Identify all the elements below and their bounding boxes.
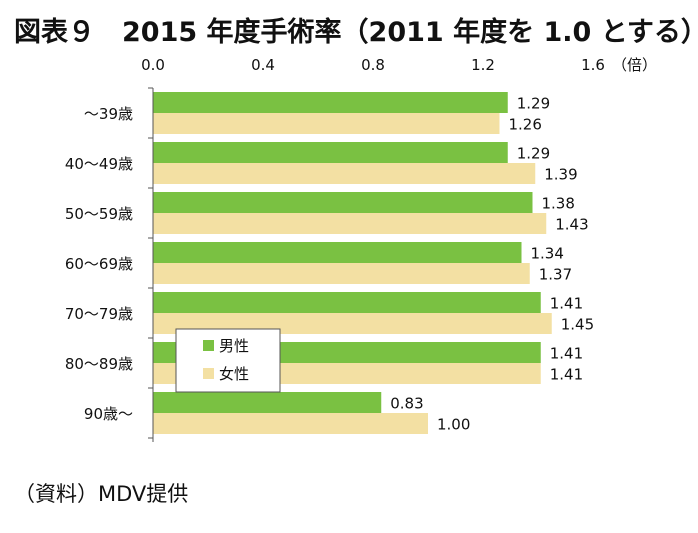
category-label: 70～79歳: [65, 305, 133, 323]
x-axis-unit-label: （倍）: [612, 56, 657, 74]
bars: 1.29 1.26 1.29 1.39 1.38 1.43 1.34 1.37 1.41 1.45…: [153, 92, 594, 434]
axis-line: [148, 87, 154, 442]
legend-swatch-male: [203, 340, 214, 351]
data-label: 1.26: [509, 116, 542, 134]
bar-male: [153, 142, 508, 163]
category-label: 40～49歳: [65, 155, 133, 173]
data-label: 1.41: [550, 366, 583, 384]
data-label: 1.39: [544, 166, 577, 184]
category-label: 80～89歳: [65, 355, 133, 373]
data-label: 1.29: [517, 95, 550, 113]
category-label: 90歳～: [84, 405, 133, 423]
category-labels: ～39歳 40～49歳 50～59歳 60～69歳 70～79歳 80～89歳 90歳～: [65, 105, 133, 423]
x-tick-label: 1.6: [581, 56, 605, 74]
bar-female: [153, 113, 500, 134]
x-tick-label: 1.2: [471, 56, 495, 74]
category-label: 50～59歳: [65, 205, 133, 223]
bar-female: [153, 213, 547, 234]
data-label: 1.29: [517, 145, 550, 163]
x-axis-ticks: 0.0 0.4 0.8 1.2 1.6: [141, 56, 605, 74]
legend-swatch-female: [203, 368, 214, 379]
data-label: 1.00: [437, 416, 470, 434]
legend-label: 男性: [219, 337, 249, 355]
bar-male: [153, 192, 533, 213]
bar-male: [153, 392, 382, 413]
x-tick-label: 0.4: [251, 56, 275, 74]
source-note: （資料）MDV提供: [14, 482, 189, 506]
data-label: 1.34: [531, 245, 564, 263]
category-label: 60～69歳: [65, 255, 133, 273]
data-label: 1.37: [539, 266, 572, 284]
x-tick-label: 0.0: [141, 56, 165, 74]
data-label: 1.41: [550, 345, 583, 363]
bar-female: [153, 263, 530, 284]
data-label: 1.43: [555, 216, 588, 234]
legend-box: [175, 328, 281, 393]
bar-male: [153, 292, 541, 313]
bar-female: [153, 163, 536, 184]
data-label: 1.38: [542, 195, 575, 213]
chart-title: 図表９ 2015 年度手術率（2011 年度を 1.0 とする）: [14, 17, 698, 48]
data-label: 1.45: [561, 316, 594, 334]
category-label: ～39歳: [84, 105, 133, 123]
bar-male: [153, 242, 522, 263]
data-label: 1.41: [550, 295, 583, 313]
data-label: 0.83: [390, 395, 423, 413]
x-tick-label: 0.8: [361, 56, 385, 74]
legend-label: 女性: [219, 365, 249, 383]
bar-female: [153, 413, 428, 434]
bar-male: [153, 92, 508, 113]
